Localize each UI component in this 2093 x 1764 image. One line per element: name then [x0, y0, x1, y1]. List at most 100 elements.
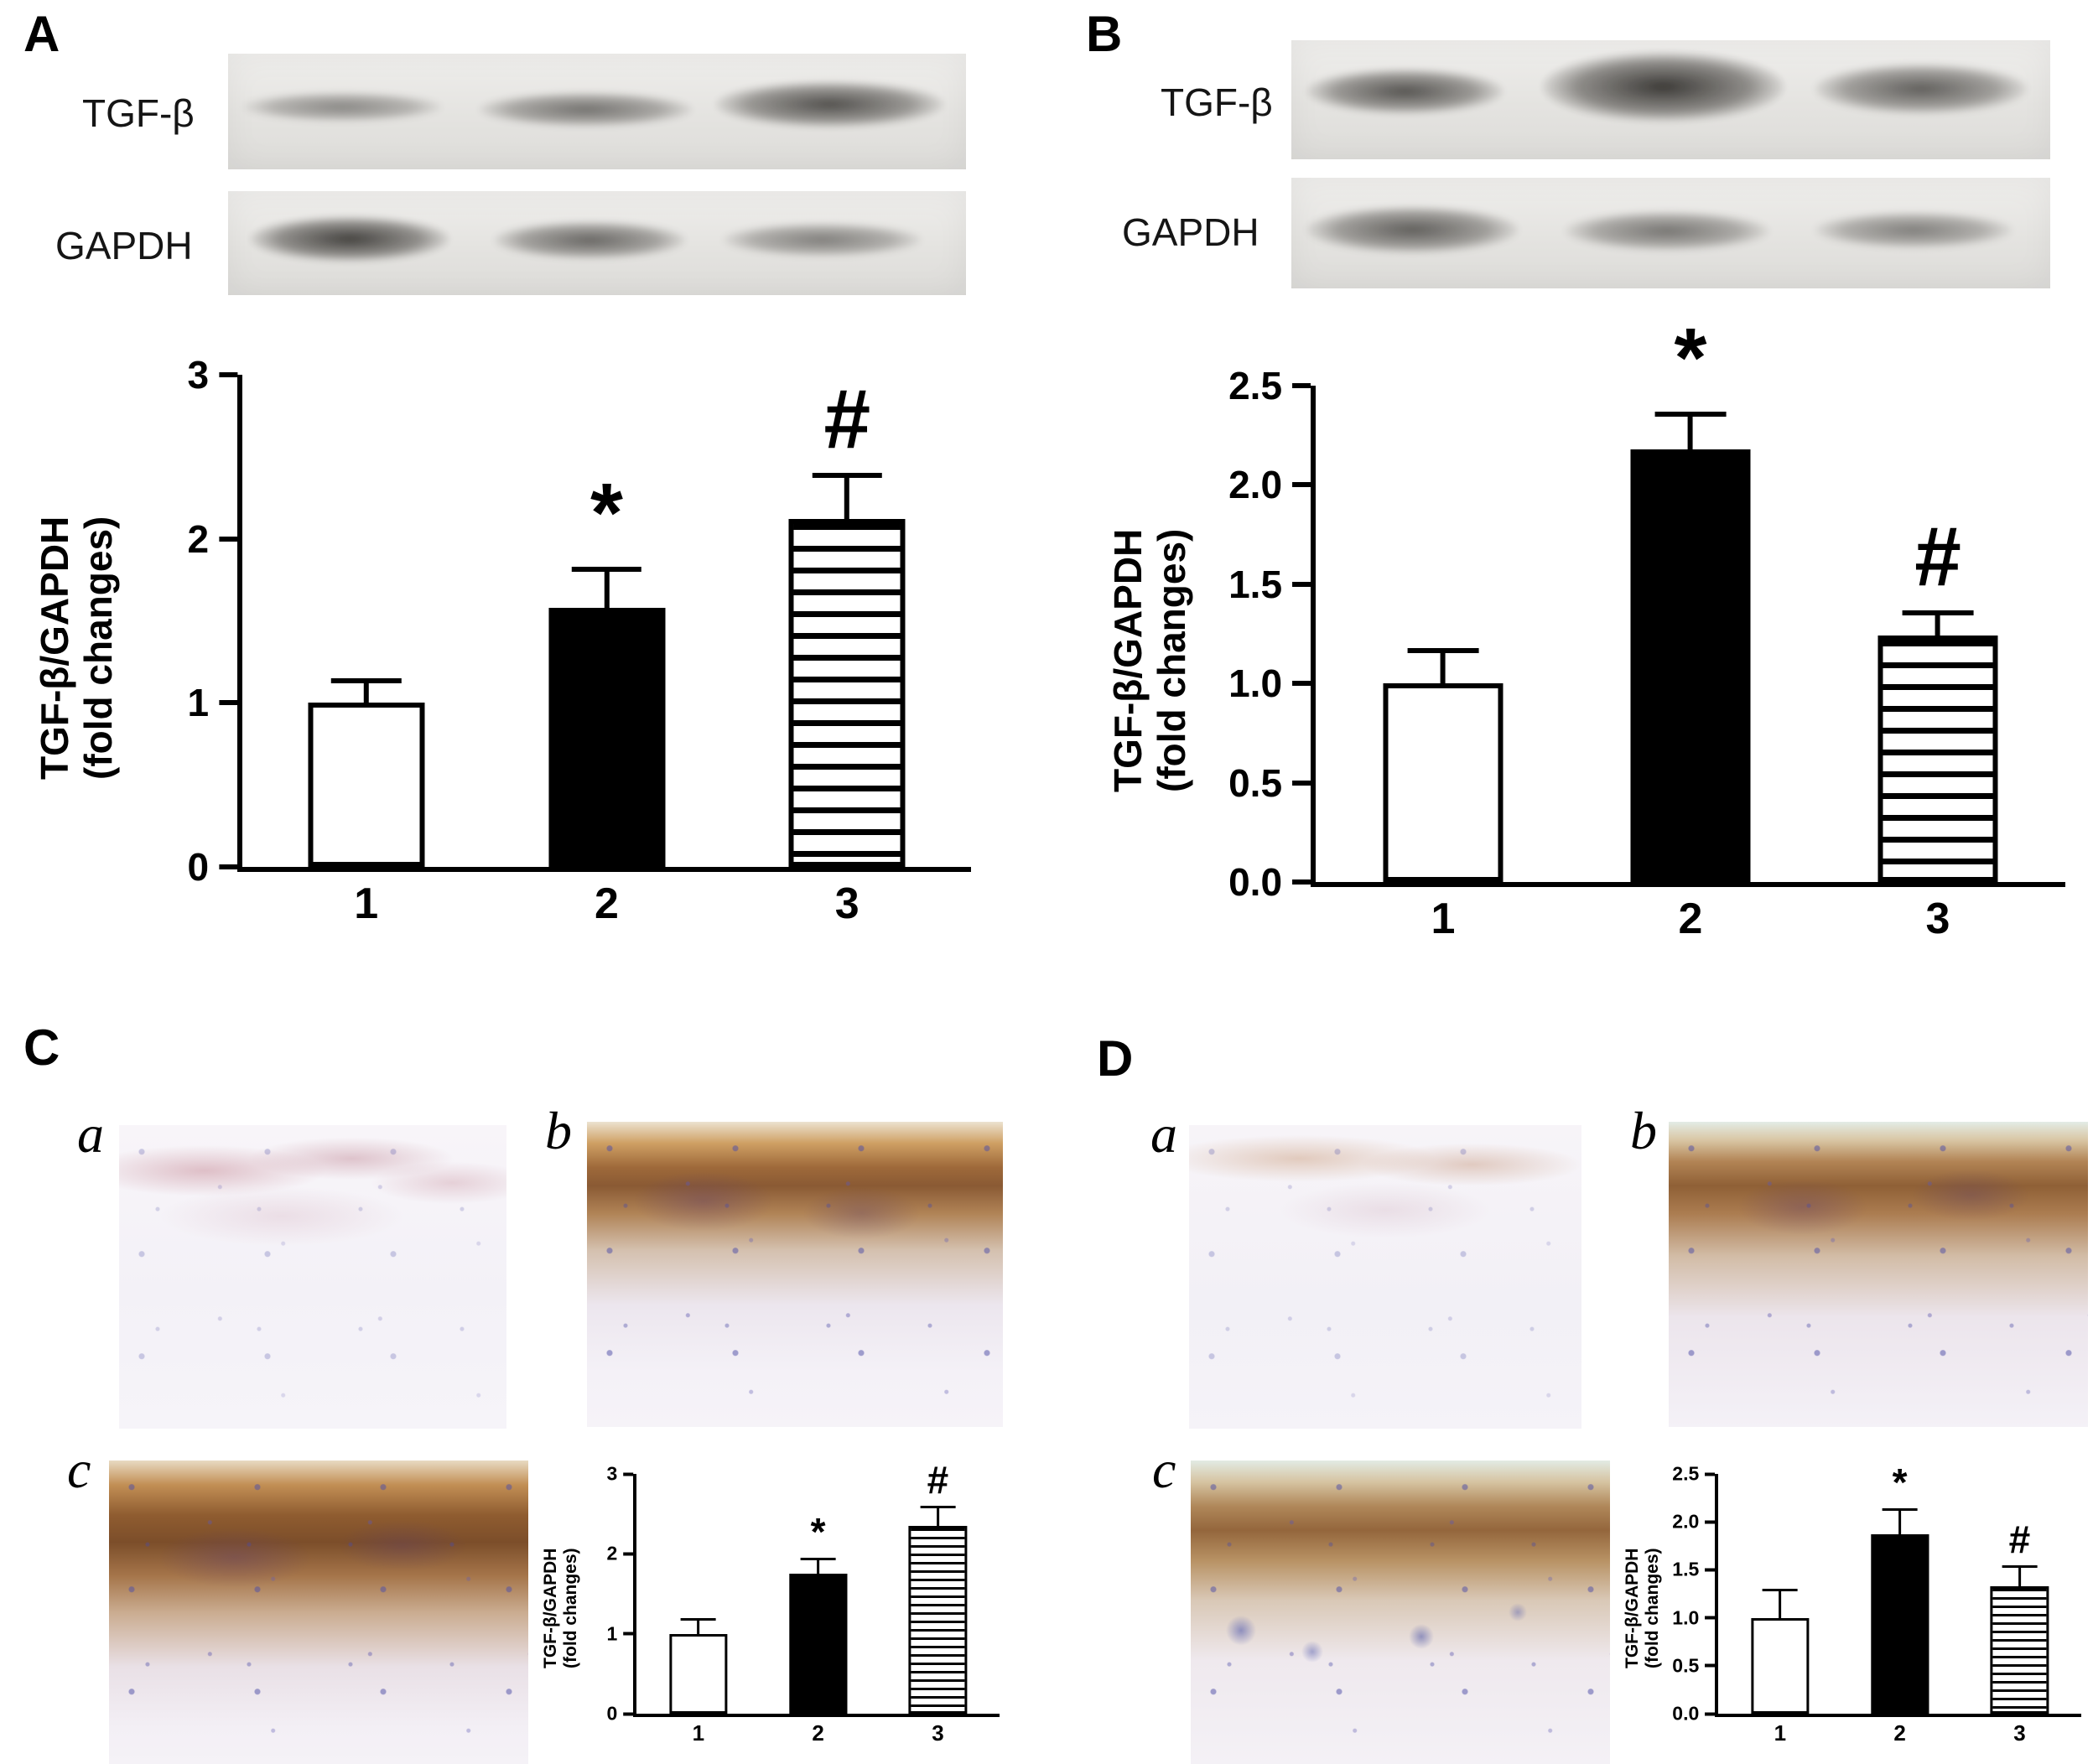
x-tick-label: 1 [354, 879, 379, 928]
y-tick-label: 1.0 [1672, 1606, 1700, 1629]
y-tick-mark [1705, 1568, 1716, 1572]
y-tick: 1.0 [1228, 661, 1311, 706]
bar-group: * 2 [1630, 316, 1751, 943]
y-tick-mark [219, 700, 238, 706]
blot-band [722, 223, 922, 257]
y-axis-label-line2: (fold changes) [75, 516, 120, 780]
micrograph-c-a [119, 1125, 506, 1429]
y-tick-label: 2.0 [1228, 463, 1283, 507]
y-tick-label: 0.0 [1228, 860, 1283, 904]
blot-band [1306, 69, 1504, 115]
panel-d-sub-label-c: c [1152, 1440, 1176, 1499]
panel-a-label: A [23, 6, 60, 62]
y-tick-label: 3 [606, 1462, 618, 1485]
y-axis-label: TGF-β/GAPDH (fold changes) [1106, 367, 1193, 954]
y-axis-label-line1: TGF-β/GAPDH [1623, 1548, 1642, 1668]
y-tick-mark [219, 864, 238, 869]
blot-label-gapdh-a: GAPDH [55, 224, 193, 267]
panel-c-label: C [23, 1019, 60, 1076]
x-tick-label: 1 [692, 1720, 705, 1746]
y-tick-mark [219, 536, 238, 542]
y-tick-mark [623, 1552, 634, 1556]
x-tick-label: 2 [812, 1720, 824, 1746]
y-tick-mark [623, 1712, 634, 1715]
western-blot-gapdh-a [228, 191, 966, 295]
panel-d-label: D [1097, 1030, 1134, 1087]
y-tick-mark [1292, 780, 1311, 786]
bar-group: 1 [1751, 1474, 1810, 1746]
y-tick-label: 0.5 [1672, 1654, 1700, 1677]
bar-chart-c: TGF-β/GAPDH (fold changes) 0 1 2 3 1 * 2 #3 [541, 1460, 1006, 1756]
x-tick-label: 3 [932, 1720, 944, 1746]
y-tick: 1 [606, 1622, 634, 1645]
y-tick: 1 [187, 680, 238, 725]
y-tick-label: 1.5 [1228, 562, 1283, 606]
error-bar [1882, 1508, 1918, 1534]
y-tick-mark [1292, 383, 1311, 388]
x-tick-label: 1 [1774, 1720, 1787, 1746]
bar-group: #3 [1877, 386, 1998, 943]
blot-band [1564, 210, 1770, 252]
error-bar [331, 678, 402, 703]
significance-marker: * [590, 465, 623, 560]
y-axis-label: TGF-β/GAPDH (fold changes) [541, 1460, 581, 1756]
panel-c-sub-label-a: a [77, 1104, 104, 1164]
blot-label-tgfb-a: TGF-β [82, 91, 195, 135]
x-tick-label: 3 [834, 879, 860, 928]
y-tick-mark [1705, 1712, 1716, 1715]
plot-area: 0.0 0.5 1.0 1.5 2.0 2.5 1 * 2 #3 [1228, 316, 2065, 943]
significance-marker: # [823, 372, 871, 467]
blot-band [1541, 52, 1785, 122]
micrograph-c-b [587, 1122, 1003, 1427]
y-tick-mark [1292, 581, 1311, 587]
y-tick-label: 2 [606, 1542, 618, 1564]
error-bar [920, 1506, 956, 1526]
y-axis-label-line1: TGF-β/GAPDH [541, 1548, 560, 1668]
y-tick: 2 [187, 516, 238, 562]
bar-group: * 2 [789, 1474, 848, 1746]
y-tick-label: 2 [187, 516, 210, 561]
error-bar [1902, 610, 1974, 636]
plot-area: 0.0 0.5 1.0 1.5 2.0 2.5 1 * 2 #3 [1672, 1463, 2081, 1746]
error-bar [1407, 647, 1479, 684]
y-tick: 2.0 [1672, 1510, 1716, 1533]
blot-band [479, 91, 693, 127]
western-blot-gapdh-b [1291, 178, 2050, 288]
y-tick-label: 3 [187, 353, 210, 397]
bar-group: * 2 [1871, 1463, 1929, 1746]
y-tick-mark [1292, 879, 1311, 885]
y-tick-label: 1 [187, 681, 210, 725]
y-tick: 2 [606, 1542, 634, 1565]
y-tick: 1.5 [1228, 562, 1311, 607]
y-axis-label-line1: TGF-β/GAPDH [1106, 528, 1150, 793]
micrograph-d-b [1669, 1122, 2088, 1427]
bar [1990, 1585, 2049, 1714]
bar [669, 1633, 728, 1714]
significance-marker: # [1914, 509, 1961, 604]
chart-body: 0 1 2 3 1 * 2 #3 [581, 1460, 1006, 1756]
y-tick: 0.5 [1672, 1654, 1716, 1677]
y-tick-label: 0.0 [1672, 1702, 1700, 1725]
y-tick-mark [1292, 681, 1311, 687]
blot-band [1815, 64, 2028, 115]
y-tick: 0 [187, 844, 238, 890]
significance-marker: # [927, 1458, 949, 1502]
bar-group: * 2 [548, 375, 666, 928]
y-tick-label: 1 [606, 1622, 618, 1645]
y-tick-mark [1705, 1472, 1716, 1476]
y-tick: 2.5 [1672, 1463, 1716, 1486]
y-tick-label: 1.5 [1672, 1558, 1700, 1580]
y-tick-label: 2.0 [1672, 1510, 1700, 1533]
panel-c-sub-label-c: c [67, 1440, 91, 1499]
x-tick-label: 2 [1678, 895, 1703, 943]
y-tick-label: 2.5 [1228, 364, 1283, 407]
bar-group: 1 [308, 375, 425, 928]
y-tick-mark [1705, 1520, 1716, 1524]
bar [908, 1525, 968, 1714]
plot-area: 0 1 2 3 1 * 2 #3 [187, 353, 971, 928]
bar-chart-b: TGF-β/GAPDH (fold changes) 0.0 0.5 1.0 1.5 2… [1106, 316, 2075, 954]
error-bar [571, 566, 642, 608]
chart-body: 0.0 0.5 1.0 1.5 2.0 2.5 1 * 2 #3 [1193, 316, 2075, 954]
micrograph-d-c [1191, 1460, 1610, 1764]
